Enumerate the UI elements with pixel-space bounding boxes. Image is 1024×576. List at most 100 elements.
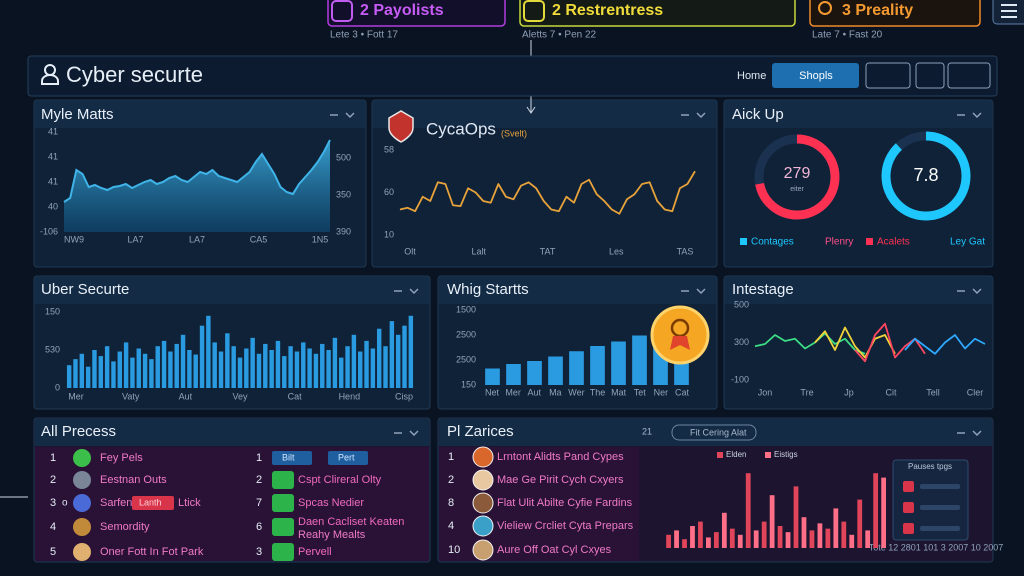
x-axis-label: Ma: [549, 387, 562, 397]
x-axis-label: Vey: [232, 391, 248, 401]
x-axis-label: Cat: [675, 387, 690, 397]
row-number: 6: [256, 521, 262, 533]
row-icon: [73, 543, 91, 561]
logo: [388, 110, 414, 143]
bar: [66, 365, 72, 388]
check-row: [920, 526, 960, 531]
bar: [263, 343, 268, 388]
row-text: Pervell: [298, 546, 332, 558]
bar: [706, 537, 711, 548]
legend-swatch: [866, 238, 873, 245]
legend-swatch: [765, 452, 771, 458]
x-axis-label: Cit: [886, 387, 897, 397]
tab-frame[interactable]: [327, 0, 506, 27]
x-axis-label: LA7: [189, 234, 205, 244]
bar: [161, 340, 167, 388]
tab[interactable]: 3 Preality: [809, 0, 981, 27]
bar: [865, 530, 871, 548]
row-number: 4: [50, 521, 56, 533]
legend-label: Eistigs: [774, 450, 798, 459]
row-text: Sarfent: [100, 497, 135, 509]
row-number: 5: [50, 546, 56, 558]
bar: [527, 361, 542, 385]
panel-controls: [330, 112, 355, 119]
bar: [345, 346, 350, 388]
icon-button[interactable]: [915, 62, 945, 89]
filter[interactable]: 21: [642, 426, 652, 436]
x-axis-label: Tell: [926, 387, 940, 397]
row-text: Flat Ulit Abilte Cyfie Fardins: [497, 497, 633, 509]
row-icon: [272, 471, 294, 489]
chip[interactable]: [272, 451, 312, 465]
chip[interactable]: [328, 451, 368, 465]
bar: [85, 366, 91, 388]
bar: [364, 340, 369, 388]
tab-frame[interactable]: [809, 0, 981, 27]
tab[interactable]: 2 Restrentress: [519, 0, 796, 27]
bar: [104, 346, 110, 388]
row-text: Oner Fott In Fot Park: [100, 546, 204, 558]
nav-link[interactable]: Home: [737, 70, 766, 82]
panel-title: Uber Securte: [41, 281, 129, 298]
panel-header: [35, 101, 365, 128]
bar: [231, 346, 236, 388]
bar: [244, 348, 249, 388]
panel-controls: [957, 112, 982, 119]
tab-meta: Lete 3 • Fott 17: [330, 30, 398, 41]
bar: [250, 337, 255, 388]
bar: [611, 341, 626, 385]
panel-controls: [394, 430, 419, 437]
bar: [833, 508, 839, 548]
side-title: Pauses tpgs: [908, 462, 952, 471]
side-box: [892, 459, 969, 541]
row-number: 2: [50, 474, 56, 486]
bar: [332, 337, 338, 388]
bar: [793, 486, 799, 548]
search-box[interactable]: [671, 424, 757, 441]
tab[interactable]: 2 Payolists: [327, 0, 506, 27]
bar: [569, 351, 584, 385]
nav-button[interactable]: [772, 63, 859, 88]
bar: [237, 357, 243, 388]
chip-label[interactable]: Bilt: [282, 452, 295, 462]
y-axis-label: 60: [384, 187, 394, 197]
row-text: Vieliew Crcliet Cyta Prepars: [497, 520, 634, 532]
tab-icon: [331, 0, 353, 22]
bar: [199, 325, 205, 388]
tab-label[interactable]: 2 Restrentress: [552, 2, 663, 19]
bar: [130, 357, 135, 388]
row-text: Mae Ge Pirit Cych Cxyers: [497, 474, 624, 486]
row-text: Daen Cacliset Keaten: [298, 516, 404, 528]
x-axis-label: Cat: [288, 391, 303, 401]
row-icon: [272, 543, 294, 561]
gauge-value: 7.8: [913, 165, 938, 185]
area: [64, 140, 330, 232]
bar: [307, 348, 312, 388]
bar: [313, 353, 319, 388]
tab-icon: [818, 1, 832, 15]
panel-header: [373, 101, 716, 128]
row-text: Cspt Clireral Olty: [298, 474, 382, 486]
gauge-value: 279: [784, 165, 811, 182]
x-axis-label: TAS: [677, 246, 694, 256]
list-body: [35, 447, 429, 561]
panel-controls: [957, 288, 982, 295]
chip-label[interactable]: Pert: [338, 452, 355, 462]
bar: [282, 356, 287, 388]
panel-header: [725, 101, 992, 128]
tab-frame[interactable]: [519, 0, 796, 27]
nav-button-label[interactable]: Shopls: [799, 70, 833, 82]
search-text[interactable]: Fit Cering Alat: [690, 427, 747, 437]
x-axis-label: Hend: [339, 391, 361, 401]
tab-label[interactable]: 3 Preality: [842, 2, 913, 19]
bar: [136, 348, 141, 388]
menu-button[interactable]: [992, 0, 1024, 25]
icon-button[interactable]: [947, 62, 991, 89]
tab-label[interactable]: 2 Payolists: [360, 2, 444, 19]
x-axis-label: Olt: [404, 246, 416, 256]
checkbox: [903, 523, 914, 534]
x-axis-label: Tre: [800, 387, 813, 397]
y-axis-label: -100: [731, 374, 749, 384]
icon-button[interactable]: [865, 62, 911, 89]
